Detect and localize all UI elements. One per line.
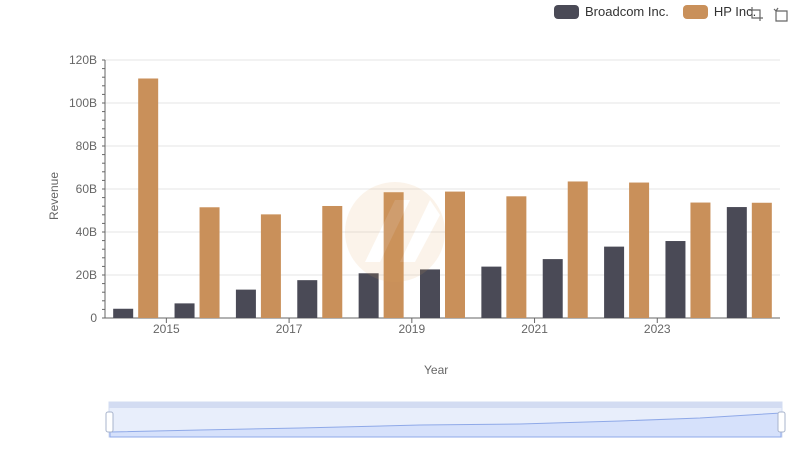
bar-hp-2015[interactable] (199, 207, 220, 318)
y-axis-title: Revenue (47, 171, 61, 221)
bar-broadcom-2021[interactable] (542, 259, 563, 318)
bars (113, 78, 772, 319)
bar-broadcom-2018[interactable] (358, 273, 379, 318)
bar-hp-2023[interactable] (690, 202, 711, 318)
y-tick-label: 0 (90, 311, 97, 325)
legend-swatch-broadcom (554, 4, 579, 19)
slider-handle-left[interactable] (105, 411, 114, 433)
bar-hp-2017[interactable] (322, 205, 343, 318)
bar-hp-2024[interactable] (751, 202, 772, 318)
bar-hp-2018[interactable] (383, 192, 404, 318)
bar-broadcom-2017[interactable] (297, 280, 318, 318)
y-tick-label: 100B (69, 96, 97, 110)
bar-broadcom-2022[interactable] (604, 246, 625, 318)
legend-label-hp: HP Inc. (713, 4, 757, 19)
legend-swatch-hp (682, 4, 708, 19)
y-tick-label: 60B (76, 182, 97, 196)
y-tick-label: 40B (76, 225, 97, 239)
x-axis: 2015 2017 2019 2021 2023 (105, 317, 780, 336)
bar-hp-2019[interactable] (445, 191, 465, 318)
watermark-logo (345, 182, 445, 282)
data-zoom-slider[interactable] (105, 401, 786, 438)
y-tick-label: 80B (76, 139, 97, 153)
zoom-reset-icon[interactable] (773, 6, 789, 22)
x-tick-label: 2017 (276, 322, 303, 336)
zoom-select-icon[interactable] (748, 6, 764, 22)
y-tick-label: 20B (76, 268, 97, 282)
legend: Broadcom Inc. HP Inc. (554, 4, 764, 19)
y-tick-label: 120B (69, 53, 97, 67)
y-axis: 0 20B 40B 60B 80B 100B 120B (69, 53, 106, 325)
bar-hp-2020[interactable] (506, 196, 527, 318)
slider-handle-right[interactable] (777, 411, 786, 433)
legend-item-broadcom[interactable]: Broadcom Inc. (554, 4, 669, 19)
x-tick-label: 2019 (398, 322, 425, 336)
bar-hp-2021[interactable] (567, 181, 588, 318)
legend-item-hp[interactable]: HP Inc. (682, 4, 757, 19)
bar-hp-2016[interactable] (260, 214, 281, 318)
bar-broadcom-2020[interactable] (481, 266, 502, 318)
bar-broadcom-2024[interactable] (726, 207, 747, 318)
bar-hp-2014[interactable] (138, 78, 159, 319)
bar-hp-2022[interactable] (629, 182, 650, 318)
x-tick-label: 2021 (521, 322, 548, 336)
bar-broadcom-2016[interactable] (235, 289, 256, 318)
legend-label-broadcom: Broadcom Inc. (585, 4, 669, 19)
x-tick-label: 2015 (153, 322, 180, 336)
x-tick-label: 2023 (644, 322, 671, 336)
bar-broadcom-2014[interactable] (113, 308, 134, 318)
bar-broadcom-2023[interactable] (665, 241, 686, 318)
x-axis-title: Year (424, 363, 449, 377)
bar-broadcom-2015[interactable] (174, 303, 195, 318)
bar-broadcom-2019[interactable] (420, 269, 440, 318)
